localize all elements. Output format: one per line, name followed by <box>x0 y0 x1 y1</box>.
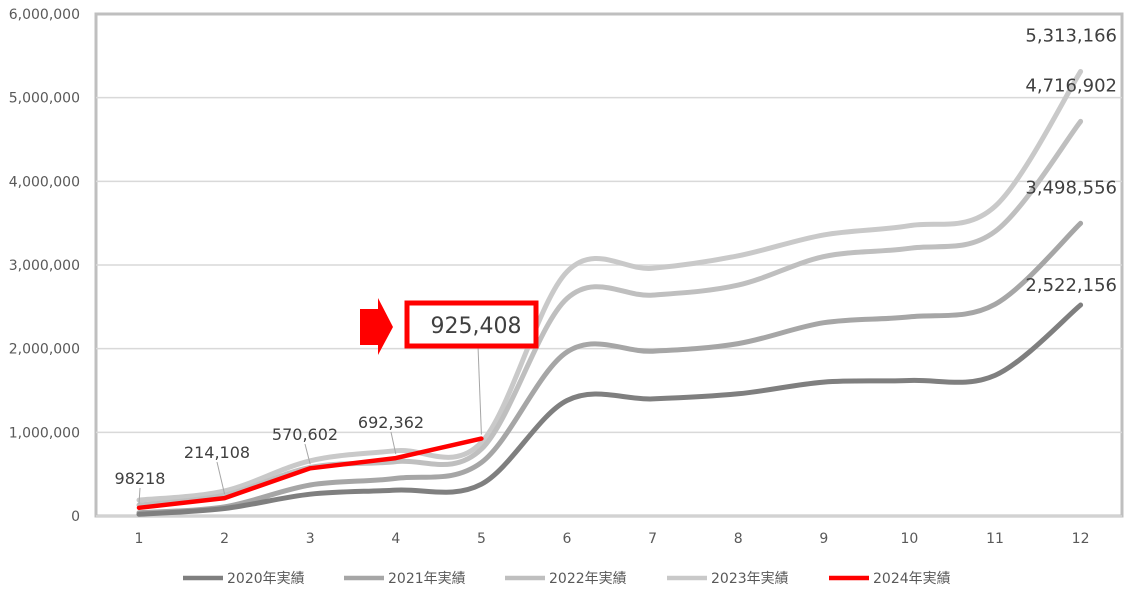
series-line-5 <box>136 436 484 511</box>
x-tick-label: 11 <box>986 531 1004 547</box>
data-label: 692,362 <box>358 413 424 432</box>
x-tick-label: 5 <box>477 531 486 547</box>
leader-line <box>304 443 311 465</box>
leader-line <box>477 345 482 435</box>
series-line-4 <box>136 69 1084 503</box>
x-tick-label: 7 <box>648 531 657 547</box>
legend: 2020年実績 2021年実績 2022年実績 2023年実績 2024年実績 <box>183 571 951 587</box>
y-tick-label: 1,000,000 <box>9 425 80 441</box>
x-tick-label: 3 <box>306 531 315 547</box>
x-tick-label: 10 <box>900 531 918 547</box>
data-labels: 98218 214,108 570,602 692,362 5,313,166 4,716… <box>115 25 1117 504</box>
data-label: 570,602 <box>272 425 338 444</box>
callout-value: 925,408 <box>431 314 522 339</box>
series-line-2 <box>136 220 1084 516</box>
end-value-label: 2,522,156 <box>1025 275 1117 296</box>
x-tick-label: 8 <box>734 531 743 547</box>
legend-label: 2024年実績 <box>873 571 951 587</box>
y-tick-label: 5,000,000 <box>9 91 80 107</box>
legend-label: 2021年実績 <box>388 571 466 587</box>
y-tick-label: 2,000,000 <box>9 342 80 358</box>
arrow-icon <box>360 298 393 355</box>
callout-box <box>404 300 539 349</box>
series-line-1 <box>136 302 1084 517</box>
y-tick-label: 0 <box>71 509 80 525</box>
data-label: 214,108 <box>184 443 250 462</box>
x-tick-label: 6 <box>563 531 572 547</box>
leader-line <box>138 487 141 504</box>
leader-line <box>216 461 226 495</box>
y-tick-label: 3,000,000 <box>9 258 80 274</box>
x-tick-label: 12 <box>1072 531 1090 547</box>
end-value-label: 5,313,166 <box>1025 25 1117 46</box>
leader-line <box>390 431 397 455</box>
x-tick-label: 1 <box>135 531 144 547</box>
legend-label: 2022年実績 <box>549 571 627 587</box>
y-axis-ticks: 0 1,000,000 2,000,000 3,000,000 4,000,000 5,0… <box>9 7 80 525</box>
legend-label: 2023年実績 <box>711 571 789 587</box>
x-tick-label: 9 <box>819 531 828 547</box>
series-lines <box>136 69 1084 517</box>
gridlines <box>96 96 1122 517</box>
callout: 925,408 <box>360 298 539 355</box>
legend-label: 2020年実績 <box>227 571 305 587</box>
x-axis-ticks: 1 2 3 4 5 6 7 8 9 10 11 12 <box>135 531 1090 547</box>
y-tick-label: 6,000,000 <box>9 7 80 23</box>
x-tick-label: 2 <box>220 531 229 547</box>
y-tick-label: 4,000,000 <box>9 174 80 190</box>
end-value-label: 3,498,556 <box>1025 177 1117 198</box>
end-value-label: 4,716,902 <box>1025 75 1117 96</box>
data-label: 98218 <box>115 469 166 488</box>
x-tick-label: 4 <box>391 531 400 547</box>
